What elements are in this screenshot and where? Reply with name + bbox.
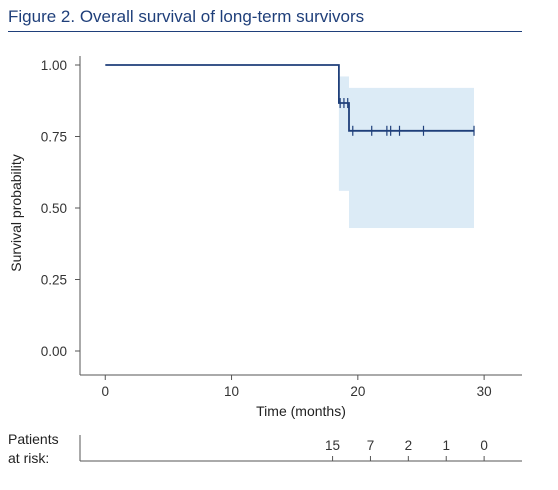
title-rule [8, 31, 522, 32]
x-tick-label-10: 10 [224, 384, 239, 399]
at-risk-label-line1: Patients [8, 431, 59, 447]
figure-title-text: . Overall survival of long-term survivor… [70, 7, 365, 26]
y-axis-title: Survival probability [8, 154, 24, 272]
y-tick-label-4: 1.00 [41, 58, 67, 73]
risk-count-4: 0 [480, 438, 488, 453]
y-tick-label-0: 0.00 [41, 344, 67, 359]
risk-count-0: 15 [325, 438, 340, 453]
x-tick-label-30: 30 [477, 384, 492, 399]
ci-band-1 [348, 87, 475, 229]
curve-layer [105, 64, 475, 136]
figure-title: Figure 2. Overall survival of long-term … [8, 7, 364, 27]
at-risk-label-line2: at risk: [8, 450, 50, 466]
at-risk-label: Patients at risk: [8, 430, 59, 468]
risk-count-2: 2 [405, 438, 413, 453]
ci-band-0 [338, 76, 349, 191]
tick-layer: 0 10 20 30 0.00 0.25 0.50 0.75 1.00 [41, 58, 492, 399]
x-axis-title: Time (months) [256, 403, 346, 419]
axis-layer [79, 56, 522, 376]
confidence-band-layer [338, 76, 475, 229]
y-tick-label-3: 0.75 [41, 130, 67, 145]
risk-count-1: 7 [367, 438, 375, 453]
x-tick-label-0: 0 [101, 384, 109, 399]
risk-table: 15 7 2 1 0 [79, 435, 522, 462]
risk-count-3: 1 [442, 438, 450, 453]
x-tick-label-20: 20 [350, 384, 365, 399]
figure-label: Figure 2 [8, 7, 71, 26]
y-tick-label-1: 0.25 [41, 273, 67, 288]
y-tick-label-2: 0.50 [41, 201, 67, 216]
